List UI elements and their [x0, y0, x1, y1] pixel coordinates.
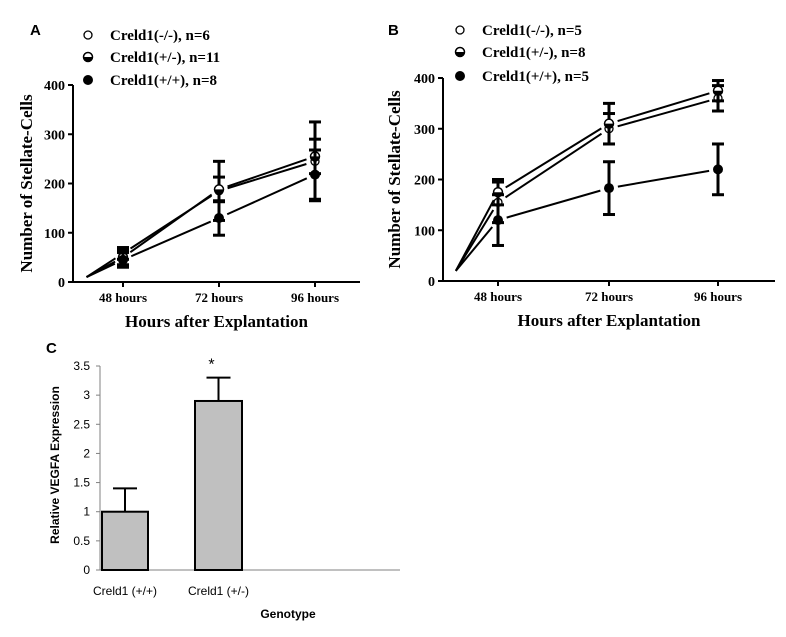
half-circle-fill: [455, 52, 465, 57]
series-2: [86, 148, 321, 278]
open-circle-marker: [455, 25, 465, 35]
series-line-segment: [455, 226, 494, 272]
half-circle-fill: [83, 57, 93, 62]
y-tick-label: 200: [414, 174, 435, 189]
y-tick-label: 3: [83, 388, 90, 402]
panel-letter: A: [30, 22, 41, 39]
filled-circle-marker: [713, 164, 723, 175]
y-tick-label: 100: [44, 227, 65, 242]
series-line-segment: [504, 132, 603, 199]
series-line-segment: [226, 177, 308, 216]
half-circle-fill: [604, 123, 614, 129]
x-tick-label: 48 hours: [99, 290, 147, 305]
legend-label: Creld1(+/+), n=8: [110, 73, 217, 89]
series-line-segment: [505, 127, 602, 189]
legend-item: Creld1(+/-), n=8: [454, 45, 585, 61]
legend-label: Creld1(-/-), n=5: [482, 23, 582, 39]
legend-label: Creld1(+/-), n=11: [110, 50, 220, 66]
series-line-segment: [617, 169, 710, 188]
series-line-segment: [617, 92, 710, 123]
filled-circle-marker: [604, 183, 614, 194]
y-tick-label: 1.5: [73, 476, 90, 490]
significance-marker: *: [208, 357, 214, 374]
x-axis-title: Hours after Explantation: [125, 312, 308, 331]
y-tick-label: 300: [414, 123, 435, 138]
series-line-segment: [130, 220, 212, 258]
x-axis-title: Hours after Explantation: [518, 311, 701, 330]
legend-label: Creld1(+/-), n=8: [482, 45, 585, 61]
x-tick-label: Creld1 (+/+): [93, 584, 157, 598]
series-1: [86, 137, 321, 278]
series-line-segment: [227, 163, 307, 190]
panel-c: C 0 0.5 1 1.5 2 2.5 3 3.5 Creld1 (+/+) Creld1 (+/-…: [46, 340, 400, 621]
legend-item: Creld1(+/+), n=5: [455, 69, 589, 85]
y-tick-label: 3.5: [73, 359, 90, 373]
series-line-segment: [454, 199, 495, 272]
series-1: [454, 79, 724, 272]
filled-circle-marker: [310, 169, 320, 180]
y-axis-title: Relative VEGFA Expression: [48, 386, 62, 544]
x-tick-label: Creld1 (+/-): [188, 584, 249, 598]
series-line-segment: [506, 189, 601, 219]
panel-a: A 0 100 200 300 400 48 hours 72 hours 96 hours Ho…: [17, 22, 360, 331]
filled-circle-marker: [214, 212, 224, 223]
bar: [101, 510, 149, 572]
legend-item: Creld1(-/-), n=5: [455, 23, 582, 39]
panel-letter: B: [388, 22, 399, 39]
x-tick-label: 96 hours: [694, 289, 742, 304]
y-tick-label: 100: [414, 224, 435, 239]
x-tick-label: 72 hours: [195, 290, 243, 305]
series-line-segment: [617, 99, 710, 128]
half-circle-fill: [214, 189, 224, 194]
y-axis-title: Number of Stellate-Cells: [17, 94, 36, 273]
filled-circle-marker: [455, 71, 465, 81]
legend-label: Creld1(-/-), n=6: [110, 28, 210, 44]
filled-circle-marker: [118, 254, 128, 265]
y-axis-title: Number of Stellate-Cells: [385, 90, 404, 269]
panel-letter: C: [46, 340, 57, 357]
y-tick-label: 2.5: [73, 417, 90, 431]
y-tick-label: 400: [414, 72, 435, 87]
bar: [194, 399, 243, 571]
x-axis-title: Genotype: [260, 607, 316, 621]
x-tick-label: 96 hours: [291, 290, 339, 305]
series-2: [455, 142, 724, 272]
x-tick-label: 48 hours: [474, 289, 522, 304]
series-line-segment: [86, 262, 116, 278]
legend-label: Creld1(+/+), n=5: [482, 69, 589, 85]
y-tick-label: 2: [83, 446, 90, 460]
x-tick-label: 72 hours: [585, 289, 633, 304]
y-tick-label: 0.5: [73, 534, 90, 548]
y-tick-label: 0: [58, 276, 65, 291]
series-line-segment: [227, 158, 307, 188]
y-tick-label: 0: [83, 563, 90, 577]
y-tick-label: 0: [428, 275, 435, 290]
series-line-segment: [129, 193, 213, 253]
y-tick-label: 200: [44, 178, 65, 193]
legend-item: Creld1(+/+), n=8: [83, 73, 217, 89]
filled-circle-marker: [83, 75, 93, 85]
half-circle-fill: [713, 90, 723, 96]
panel-b: B 0 100 200 300 400 48 hours 72 hours 96 hours Ho…: [385, 22, 775, 330]
y-tick-label: 300: [44, 128, 65, 143]
y-tick-label: 1: [83, 505, 90, 519]
y-tick-label: 400: [44, 79, 65, 94]
legend-item: Creld1(-/-), n=6: [83, 28, 210, 44]
filled-circle-marker: [493, 215, 503, 226]
open-circle-marker: [83, 30, 93, 40]
legend-item: Creld1(+/-), n=11: [82, 50, 220, 66]
